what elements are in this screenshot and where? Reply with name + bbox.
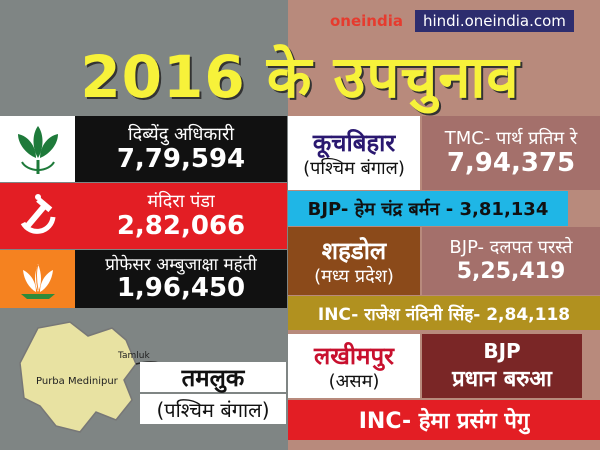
state-name: (पश्चिम बंगाल) bbox=[156, 397, 270, 422]
shahdol-place: शहडोल (मध्य प्रदेश) bbox=[288, 227, 420, 295]
map-district-label: Purba Medinipur bbox=[36, 376, 119, 387]
candidate-name: मंदिरा पंडा bbox=[147, 191, 215, 212]
coochbehar-winner: TMC- पार्थ प्रतिम रे 7,94,375 bbox=[422, 116, 600, 190]
tamluk-candidate-2: मंदिरा पंडा 2,82,066 bbox=[75, 183, 287, 249]
lakhimpur-runner: INC- हेमा प्रसंग पेगु bbox=[288, 400, 600, 440]
candidate-name: दिब्येंदु अधिकारी bbox=[128, 124, 234, 145]
winner-name: प्रधान बरुआ bbox=[452, 367, 552, 392]
page-title: 2016 के उपचुनाव bbox=[80, 42, 520, 111]
hammer-sickle-icon bbox=[11, 190, 64, 242]
winner-name: TMC- पार्थ प्रतिम रे bbox=[444, 128, 578, 149]
place-name: शहडोल bbox=[321, 237, 387, 266]
coochbehar-runner: BJP- हेम चंद्र बर्मन - 3,81,134 bbox=[288, 191, 568, 226]
winner-name: BJP- दलपत परस्ते bbox=[449, 237, 573, 259]
winner-votes: 5,25,419 bbox=[456, 258, 566, 284]
cpi-m-logo bbox=[0, 183, 75, 249]
shahdol-winner: BJP- दलपत परस्ते 5,25,419 bbox=[422, 227, 600, 295]
brand-url: hindi.oneindia.com bbox=[414, 10, 574, 32]
state-name: (मध्य प्रदेश) bbox=[314, 266, 394, 288]
shahdol-runner: INC- राजेश नंदिनी सिंह- 2,84,118 bbox=[288, 296, 600, 330]
lotus-icon bbox=[8, 252, 67, 306]
candidate-votes: 7,79,594 bbox=[116, 143, 246, 174]
tmc-flower-icon bbox=[7, 120, 68, 178]
winner-votes: 7,94,375 bbox=[446, 147, 576, 178]
runner-text: INC- हेमा प्रसंग पेगु bbox=[358, 409, 530, 434]
tmc-logo bbox=[0, 116, 75, 182]
runner-text: INC- राजेश नंदिनी सिंह- 2,84,118 bbox=[317, 304, 571, 325]
tamluk-state-label: (पश्चिम बंगाल) bbox=[140, 394, 286, 424]
coochbehar-place: कूचबिहार (पश्चिम बंगाल) bbox=[288, 116, 420, 190]
place-name: कूचबिहार bbox=[312, 129, 396, 158]
bjp-logo bbox=[0, 250, 75, 308]
candidate-votes: 1,96,450 bbox=[116, 273, 246, 304]
tamluk-candidate-3: प्रोफेसर अम्बुजाक्षा महंती 1,96,450 bbox=[75, 250, 287, 308]
tamluk-place-label: तमलुक bbox=[140, 362, 286, 392]
place-name: तमलुक bbox=[181, 363, 245, 392]
brand-logo: oneindia bbox=[330, 12, 403, 30]
tamluk-candidate-1: दिब्येंदु अधिकारी 7,79,594 bbox=[75, 116, 287, 182]
winner-party: BJP bbox=[483, 339, 521, 363]
candidate-name: प्रोफेसर अम्बुजाक्षा महंती bbox=[105, 254, 257, 275]
map-town-label: Tamluk bbox=[117, 351, 150, 361]
lakhimpur-place: लखीमपुर (असम) bbox=[288, 334, 420, 398]
state-name: (असम) bbox=[328, 371, 380, 393]
runner-text: BJP- हेम चंद्र बर्मन - 3,81,134 bbox=[307, 198, 549, 220]
candidate-votes: 2,82,066 bbox=[116, 210, 246, 241]
place-name: लखीमपुर bbox=[314, 342, 394, 371]
state-name: (पश्चिम बंगाल) bbox=[303, 158, 405, 180]
brand-bar: oneindia hindi.oneindia.com bbox=[330, 8, 600, 34]
lakhimpur-winner: BJP प्रधान बरुआ bbox=[422, 334, 582, 398]
